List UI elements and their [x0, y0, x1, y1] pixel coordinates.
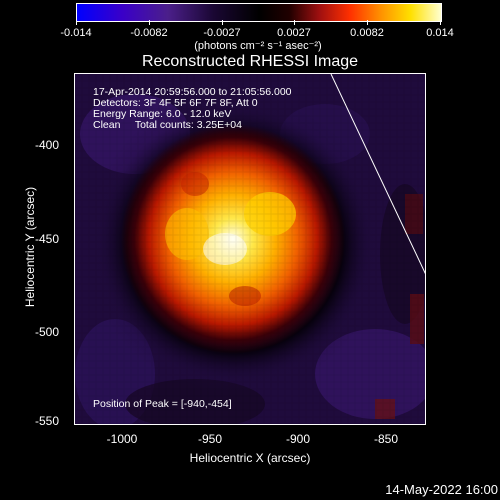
colorbar-tick-label: -0.0082 — [130, 27, 168, 39]
y-axis-label: Heliocentric Y (arcsec) — [23, 186, 37, 308]
x-axis-label: Heliocentric X (arcsec) — [189, 451, 311, 465]
y-tick-label: -400 — [35, 138, 60, 152]
colorbar-tick-label: -0.014 — [60, 27, 92, 39]
colorbar — [76, 3, 442, 22]
colorbar-tick — [76, 20, 77, 25]
x-tick-label: -850 — [373, 432, 399, 446]
peak-position: Position of Peak = [-940,-454] — [93, 398, 232, 410]
colorbar-tick-label: 0.0082 — [350, 27, 384, 39]
method-counts: Clean Total counts: 3.25E+04 — [93, 119, 242, 131]
image-plot: 17-Apr-2014 20:59:56.000 to 21:05:56.000… — [74, 73, 426, 425]
solar-limb-line — [330, 74, 425, 274]
x-tick-label: -900 — [285, 432, 311, 446]
detectors: Detectors: 3F 4F 5F 6F 7F 8F, Att 0 — [93, 97, 258, 109]
info-block: 17-Apr-2014 20:59:56.000 to 21:05:56.000… — [93, 87, 292, 131]
colorbar-tick — [222, 20, 223, 25]
energy-range: Energy Range: 6.0 - 12.0 keV — [93, 108, 232, 120]
colorbar-tick-label: 0.0027 — [277, 27, 311, 39]
colorbar-tick-label: 0.014 — [426, 27, 454, 39]
image-title: Reconstructed RHESSI Image — [141, 53, 359, 70]
colorbar-tick — [367, 20, 368, 25]
time-range: 17-Apr-2014 20:59:56.000 to 21:05:56.000 — [93, 86, 292, 98]
render-timestamp: 14-May-2022 16:00 — [385, 482, 498, 497]
y-tick-label: -450 — [35, 232, 60, 246]
colorbar-tick — [149, 20, 150, 25]
rhessi-image — [75, 74, 425, 424]
colorbar-tick — [294, 20, 295, 25]
y-tick-label: -550 — [35, 414, 60, 428]
colorbar-tick — [440, 20, 441, 25]
colorbar-tick-label: -0.0027 — [203, 27, 241, 39]
colorbar-units: (photons cm⁻² s⁻¹ asec⁻²) — [194, 40, 322, 52]
x-tick-label: -950 — [197, 432, 223, 446]
y-tick-label: -500 — [35, 325, 60, 339]
x-tick-label: -1000 — [106, 432, 138, 446]
